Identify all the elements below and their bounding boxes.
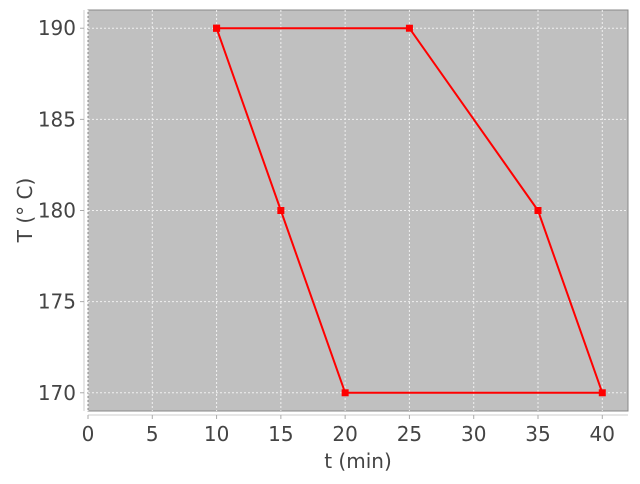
- y-tick-label: 175: [38, 290, 76, 314]
- x-tick-label: 40: [590, 422, 615, 446]
- y-tick-label: 180: [38, 199, 76, 223]
- x-tick-label: 20: [332, 422, 357, 446]
- y-tick-label: 170: [38, 381, 76, 405]
- x-tick-label: 5: [146, 422, 159, 446]
- data-point: [534, 207, 542, 214]
- ticks: 0 5 10 15 20 25 30 35 40 170 175 180 185 190: [38, 10, 628, 446]
- x-tick-label: 30: [461, 422, 486, 446]
- data-point: [598, 389, 606, 397]
- y-tick-label: 190: [38, 16, 76, 40]
- x-tick-label: 25: [397, 422, 422, 446]
- x-tick-label: 10: [204, 422, 229, 446]
- x-tick-label: 15: [268, 422, 293, 446]
- y-axis-label: T (° C): [13, 178, 37, 244]
- data-point: [213, 24, 221, 32]
- x-tick-label: 35: [525, 422, 550, 446]
- x-tick-label: 0: [82, 422, 95, 446]
- data-point: [405, 24, 413, 32]
- series: [213, 24, 606, 397]
- data-point: [277, 207, 285, 214]
- y-tick-label: 185: [38, 107, 76, 131]
- x-axis-label: t (min): [324, 449, 392, 473]
- data-point: [341, 389, 349, 397]
